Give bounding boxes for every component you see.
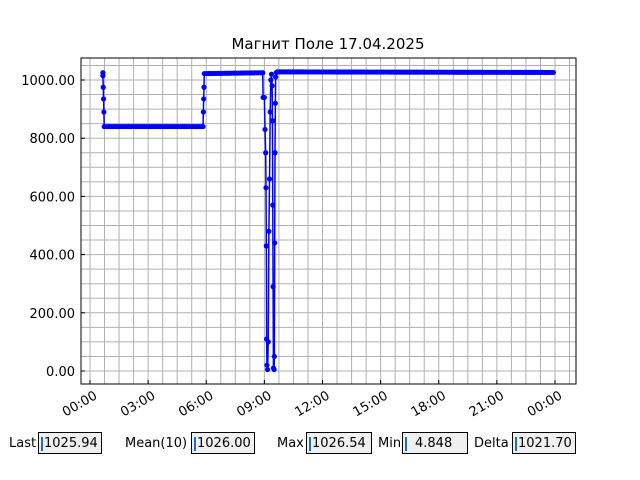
y-tick-label: 200.00 <box>30 307 76 322</box>
data-point <box>200 109 206 115</box>
data-point <box>269 118 276 124</box>
data-point <box>271 353 277 360</box>
data-point <box>100 73 106 79</box>
x-tick-label: 06:00 <box>176 388 216 420</box>
chart-title: Магнит Поле 17.04.2025 <box>231 35 424 53</box>
data-point <box>261 94 267 101</box>
data-point <box>272 150 278 156</box>
data-point <box>267 109 273 115</box>
data-point <box>100 84 106 90</box>
x-tick-label: 03:00 <box>118 388 158 420</box>
y-tick-label: 600.00 <box>30 190 76 205</box>
mean-label: Mean(10) <box>125 436 188 451</box>
data-point <box>266 176 273 182</box>
max-value-field: 1026.54 <box>306 432 372 454</box>
x-tick-label: 09:00 <box>234 388 274 420</box>
chart: Магнит Поле 17.04.2025 0.00 200.00 400.00 6… <box>21 35 577 420</box>
data-point <box>201 96 207 102</box>
data-point <box>201 84 207 90</box>
data-point <box>273 74 279 80</box>
data-point <box>268 77 274 83</box>
x-tick-label: 21:00 <box>467 388 507 420</box>
data-point <box>263 185 269 191</box>
data-point <box>264 362 270 368</box>
x-tick-label: 18:00 <box>409 388 449 420</box>
x-tick-label: 12:00 <box>293 388 333 420</box>
data-point <box>272 240 278 246</box>
mean-value-field: 1026.00 <box>191 432 255 454</box>
data-point <box>101 109 107 115</box>
min-label: Min <box>378 436 402 451</box>
min-value-field: 4.848 <box>402 432 468 454</box>
max-label: Max <box>277 436 304 451</box>
data-point <box>266 228 272 234</box>
delta-value-field: 1021.70 <box>512 432 576 454</box>
data-point <box>270 202 276 208</box>
delta-label: Delta <box>474 436 509 451</box>
data-point <box>269 83 275 89</box>
data-point <box>263 150 269 156</box>
x-tick-label: 15:00 <box>351 388 391 420</box>
plot-frame <box>80 57 577 385</box>
data-point <box>260 70 266 76</box>
data-point <box>272 100 278 106</box>
y-tick-label: 400.00 <box>30 249 76 264</box>
y-tick-label: 800.00 <box>30 132 76 147</box>
x-tick-label: 00:00 <box>60 388 100 420</box>
data-point <box>265 339 271 345</box>
y-tick-label: 0.00 <box>46 365 75 380</box>
data-point <box>200 123 206 130</box>
data-point <box>100 96 107 102</box>
series-line <box>102 71 554 370</box>
data-point <box>270 284 276 290</box>
data-point <box>550 69 556 76</box>
y-tick-label: 1000.00 <box>21 74 75 89</box>
last-value-field: 1025.94 <box>38 432 102 454</box>
x-tick-label: 00:00 <box>525 388 565 420</box>
data-point <box>262 126 268 133</box>
data-point <box>265 366 271 373</box>
data-point <box>268 71 275 77</box>
last-label: Last <box>9 436 37 451</box>
data-point <box>271 366 277 373</box>
data-point <box>263 243 269 249</box>
